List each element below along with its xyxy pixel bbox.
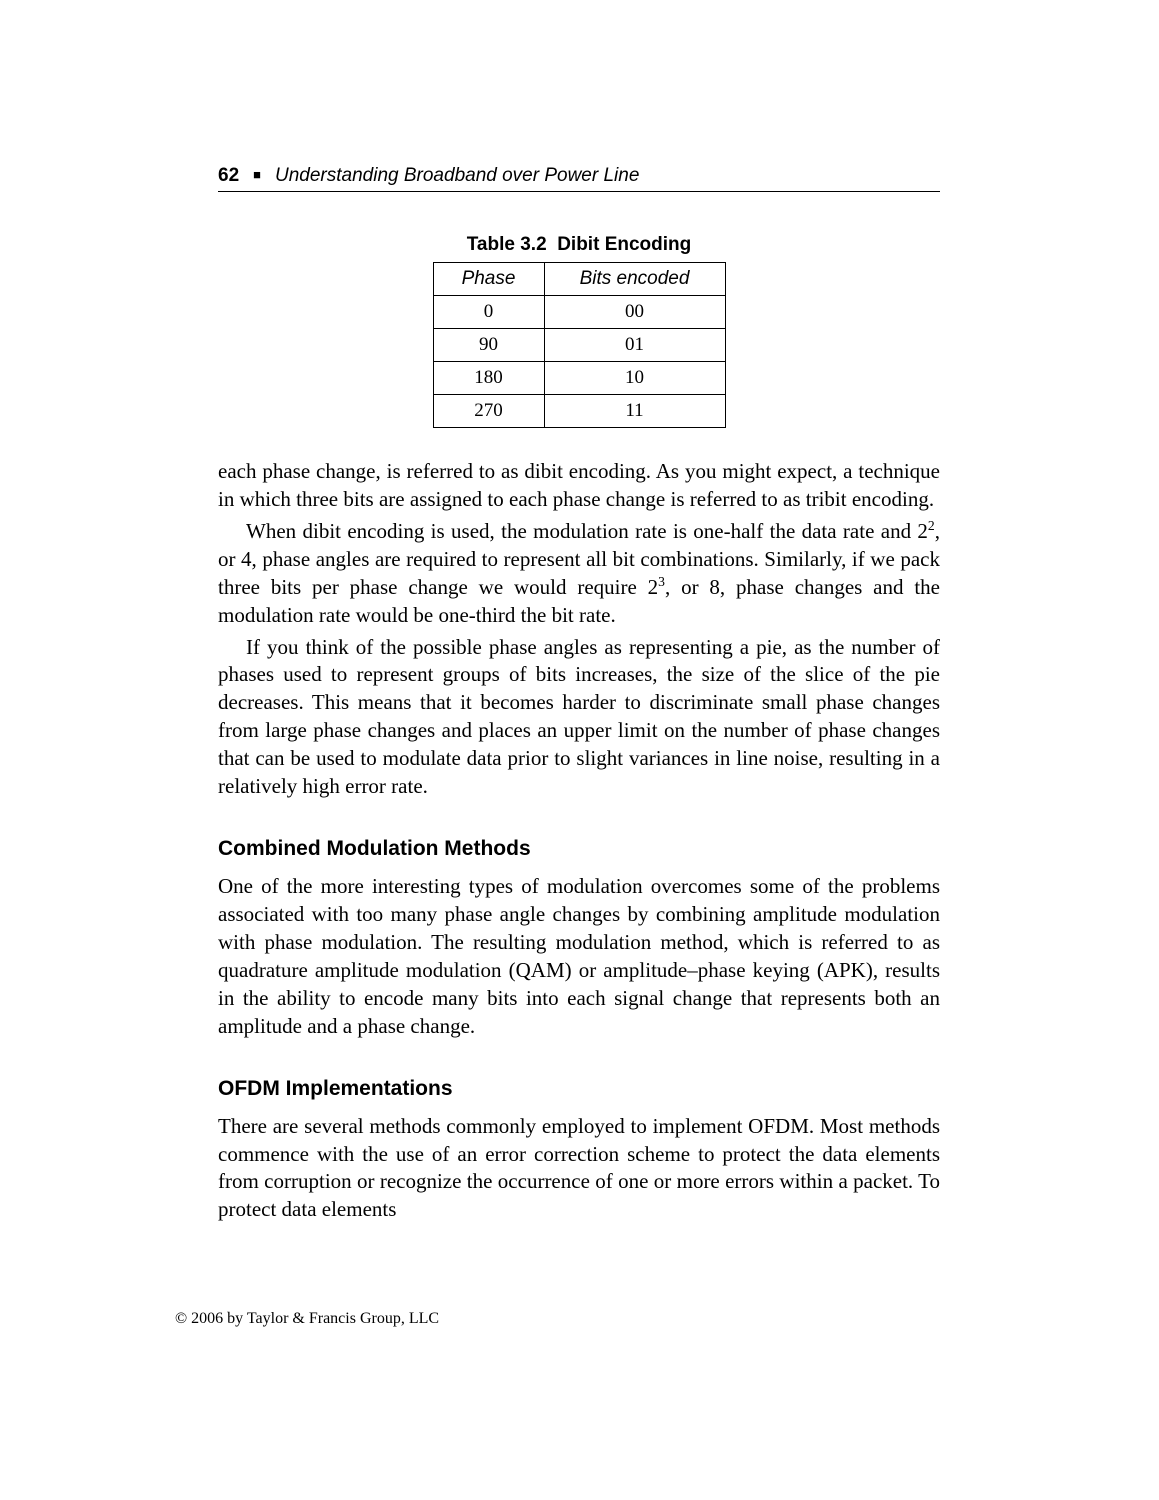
table-row: 180 10 [433, 362, 725, 395]
table-caption-title: Dibit Encoding [557, 234, 691, 255]
body-paragraph: There are several methods commonly emplo… [218, 1113, 940, 1225]
table-row: 0 00 [433, 296, 725, 329]
cell-bits: 10 [544, 362, 725, 395]
book-title: Understanding Broadband over Power Line [275, 165, 639, 187]
body-paragraph: each phase change, is referred to as dib… [218, 458, 940, 514]
table-caption-label: Table 3.2 [467, 234, 547, 255]
table-row: 270 11 [433, 395, 725, 428]
table-caption: Table 3.2 Dibit Encoding [218, 234, 940, 256]
col-header-bits: Bits encoded [544, 263, 725, 296]
cell-bits: 01 [544, 329, 725, 362]
body-paragraph: If you think of the possible phase angle… [218, 634, 940, 802]
body-paragraph: One of the more interesting types of mod… [218, 873, 940, 1041]
table-header-row: Phase Bits encoded [433, 263, 725, 296]
p2-pre: When dibit encoding is used, the modulat… [246, 519, 928, 543]
page-number: 62 [218, 165, 239, 187]
table-row: 90 01 [433, 329, 725, 362]
superscript: 2 [928, 518, 935, 533]
page-content: 62 ■ Understanding Broadband over Power … [218, 165, 940, 1228]
header-separator-icon: ■ [253, 167, 261, 183]
cell-bits: 00 [544, 296, 725, 329]
cell-phase: 90 [433, 329, 544, 362]
cell-phase: 270 [433, 395, 544, 428]
copyright-notice: © 2006 by Taylor & Francis Group, LLC [175, 1310, 439, 1328]
dibit-encoding-table: Phase Bits encoded 0 00 90 01 180 10 270… [433, 262, 726, 428]
body-paragraph: When dibit encoding is used, the modulat… [218, 518, 940, 630]
running-header: 62 ■ Understanding Broadband over Power … [218, 165, 940, 192]
section-heading-ofdm: OFDM Implementations [218, 1077, 940, 1101]
cell-phase: 180 [433, 362, 544, 395]
section-heading-combined-modulation: Combined Modulation Methods [218, 837, 940, 861]
cell-phase: 0 [433, 296, 544, 329]
col-header-phase: Phase [433, 263, 544, 296]
superscript: 3 [658, 574, 665, 589]
cell-bits: 11 [544, 395, 725, 428]
